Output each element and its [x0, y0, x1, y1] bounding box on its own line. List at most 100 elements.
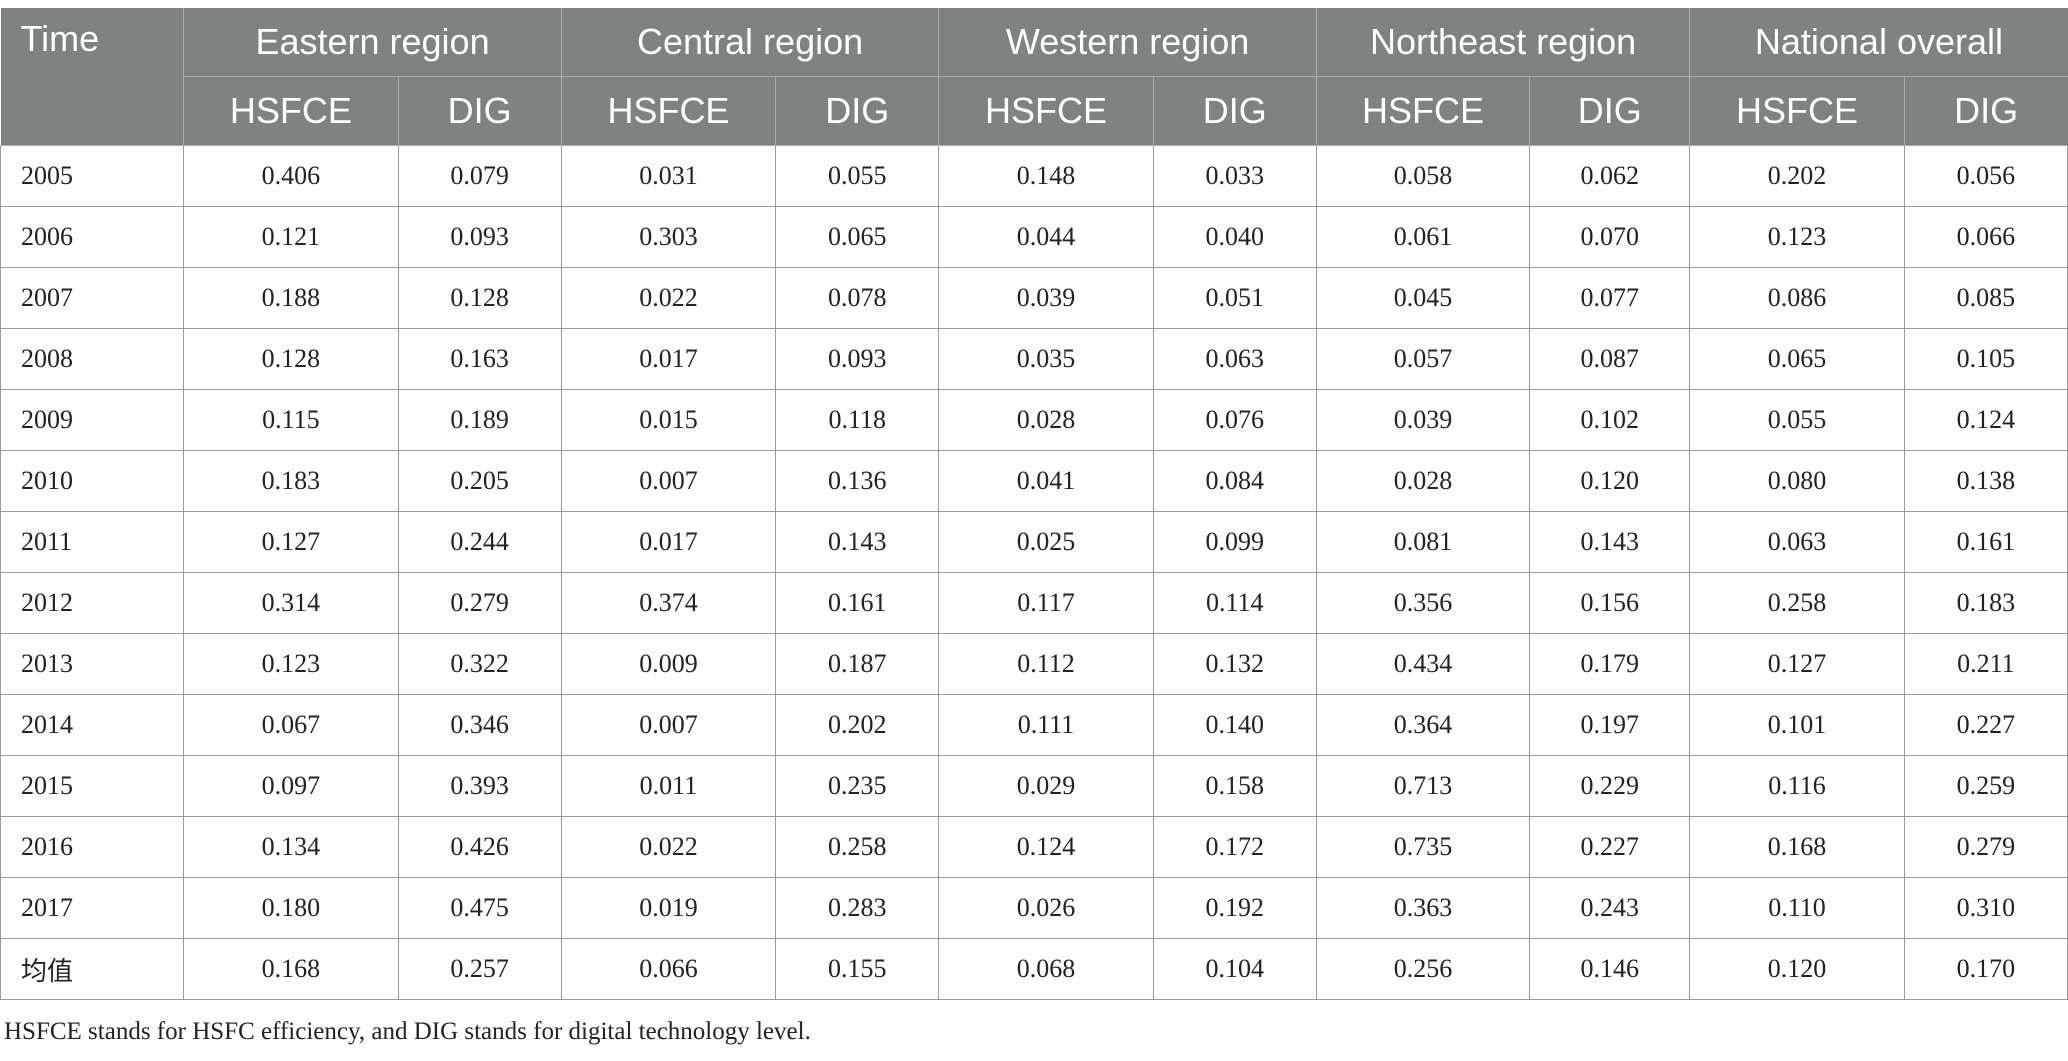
region-header-national: National overall: [1689, 8, 2068, 77]
hsfce-value-cell: 0.041: [938, 450, 1154, 512]
dig-value-cell: 0.259: [1903, 755, 2068, 817]
dig-value-cell: 0.065: [775, 206, 940, 268]
time-cell: 2016: [0, 816, 185, 878]
hsfce-value-cell: 0.115: [183, 389, 399, 451]
table-row: 2009 0.115 0.189 0.015 0.118 0.028 0.076 0.039 0…: [0, 389, 2068, 451]
hsfce-value-cell: 0.101: [1689, 694, 1905, 756]
hsfce-value-cell: 0.061: [1315, 206, 1531, 268]
hsfce-value-cell: 0.128: [183, 328, 399, 390]
dig-value-cell: 0.143: [1529, 511, 1691, 573]
hsfce-value-cell: 0.434: [1315, 633, 1531, 695]
table-row: 2005 0.406 0.079 0.031 0.055 0.148 0.033 0.058 0…: [0, 145, 2068, 207]
hsfce-value-cell: 0.256: [1315, 938, 1531, 1000]
dig-value-cell: 0.187: [775, 633, 940, 695]
table-body: 2005 0.406 0.079 0.031 0.055 0.148 0.033 0.058 0…: [0, 145, 2068, 1000]
dig-value-cell: 0.104: [1152, 938, 1317, 1000]
dig-value-cell: 0.183: [1903, 572, 2068, 634]
dig-value-cell: 0.192: [1152, 877, 1317, 939]
sub-header-dig: DIG: [1153, 76, 1317, 146]
sub-header-hsfce: HSFCE: [938, 76, 1154, 146]
time-cell: 均值: [0, 938, 185, 1000]
dig-value-cell: 0.279: [1903, 816, 2068, 878]
dig-value-cell: 0.099: [1152, 511, 1317, 573]
dig-value-cell: 0.426: [397, 816, 562, 878]
dig-value-cell: 0.066: [1903, 206, 2068, 268]
hsfce-value-cell: 0.039: [938, 267, 1154, 329]
dig-value-cell: 0.132: [1152, 633, 1317, 695]
hsfce-value-cell: 0.180: [183, 877, 399, 939]
sub-header-dig: DIG: [1904, 76, 2068, 146]
hsfce-value-cell: 0.015: [560, 389, 777, 451]
dig-value-cell: 0.143: [775, 511, 940, 573]
hsfce-value-cell: 0.031: [560, 145, 777, 207]
dig-value-cell: 0.056: [1903, 145, 2068, 207]
hsfce-value-cell: 0.713: [1315, 755, 1531, 817]
hsfce-value-cell: 0.019: [560, 877, 777, 939]
region-header-eastern: Eastern region: [183, 8, 562, 77]
dig-value-cell: 0.310: [1903, 877, 2068, 939]
dig-value-cell: 0.257: [397, 938, 562, 1000]
hsfce-value-cell: 0.363: [1315, 877, 1531, 939]
table-row: 2008 0.128 0.163 0.017 0.093 0.035 0.063 0.057 0…: [0, 328, 2068, 390]
sub-header-hsfce: HSFCE: [1316, 76, 1531, 146]
hsfce-value-cell: 0.007: [560, 450, 777, 512]
hsfce-value-cell: 0.011: [560, 755, 777, 817]
dig-value-cell: 0.179: [1529, 633, 1691, 695]
hsfce-value-cell: 0.028: [1315, 450, 1531, 512]
hsfce-value-cell: 0.202: [1689, 145, 1905, 207]
table-row: 2006 0.121 0.093 0.303 0.065 0.044 0.040 0.061 0…: [0, 206, 2068, 268]
hsfce-value-cell: 0.117: [938, 572, 1154, 634]
hsfce-value-cell: 0.127: [183, 511, 399, 573]
hsfce-value-cell: 0.067: [183, 694, 399, 756]
dig-value-cell: 0.120: [1529, 450, 1691, 512]
dig-value-cell: 0.055: [775, 145, 940, 207]
table-row: 2013 0.123 0.322 0.009 0.187 0.112 0.132 0.434 0…: [0, 633, 2068, 695]
data-table: Time Eastern region Central region Weste…: [0, 8, 2068, 1000]
time-cell: 2006: [0, 206, 185, 268]
time-cell: 2017: [0, 877, 185, 939]
dig-value-cell: 0.136: [775, 450, 940, 512]
hsfce-value-cell: 0.044: [938, 206, 1154, 268]
dig-value-cell: 0.227: [1903, 694, 2068, 756]
dig-value-cell: 0.197: [1529, 694, 1691, 756]
table-header: Time Eastern region Central region Weste…: [0, 8, 2068, 146]
time-cell: 2013: [0, 633, 185, 695]
region-header-row: Time Eastern region Central region Weste…: [0, 8, 2068, 146]
dig-value-cell: 0.346: [397, 694, 562, 756]
sub-header-hsfce: HSFCE: [1689, 76, 1905, 146]
hsfce-value-cell: 0.258: [1689, 572, 1905, 634]
hsfce-value-cell: 0.055: [1689, 389, 1905, 451]
dig-value-cell: 0.105: [1903, 328, 2068, 390]
region-header-northeast: Northeast region: [1316, 8, 1691, 77]
dig-value-cell: 0.128: [397, 267, 562, 329]
hsfce-value-cell: 0.029: [938, 755, 1154, 817]
hsfce-value-cell: 0.148: [938, 145, 1154, 207]
hsfce-value-cell: 0.112: [938, 633, 1154, 695]
dig-value-cell: 0.114: [1152, 572, 1317, 634]
table-row: 2011 0.127 0.244 0.017 0.143 0.025 0.099 0.081 0…: [0, 511, 2068, 573]
hsfce-value-cell: 0.303: [560, 206, 777, 268]
dig-value-cell: 0.283: [775, 877, 940, 939]
hsfce-value-cell: 0.009: [560, 633, 777, 695]
sub-header-hsfce: HSFCE: [183, 76, 399, 146]
hsfce-value-cell: 0.735: [1315, 816, 1531, 878]
hsfce-value-cell: 0.183: [183, 450, 399, 512]
sub-header-dig: DIG: [775, 76, 940, 146]
dig-value-cell: 0.161: [1903, 511, 2068, 573]
dig-value-cell: 0.062: [1529, 145, 1691, 207]
time-cell: 2012: [0, 572, 185, 634]
hsfce-value-cell: 0.066: [560, 938, 777, 1000]
dig-value-cell: 0.243: [1529, 877, 1691, 939]
dig-value-cell: 0.163: [397, 328, 562, 390]
hsfce-value-cell: 0.374: [560, 572, 777, 634]
hsfce-value-cell: 0.035: [938, 328, 1154, 390]
hsfce-value-cell: 0.007: [560, 694, 777, 756]
dig-value-cell: 0.138: [1903, 450, 2068, 512]
sub-header-row: HSFCE DIG HSFCE DIG HSFCE DIG HSFCE DIG …: [1, 76, 2068, 146]
region-header-central: Central region: [561, 8, 940, 77]
dig-value-cell: 0.093: [397, 206, 562, 268]
hsfce-value-cell: 0.026: [938, 877, 1154, 939]
hsfce-value-cell: 0.134: [183, 816, 399, 878]
hsfce-value-cell: 0.314: [183, 572, 399, 634]
dig-value-cell: 0.118: [775, 389, 940, 451]
